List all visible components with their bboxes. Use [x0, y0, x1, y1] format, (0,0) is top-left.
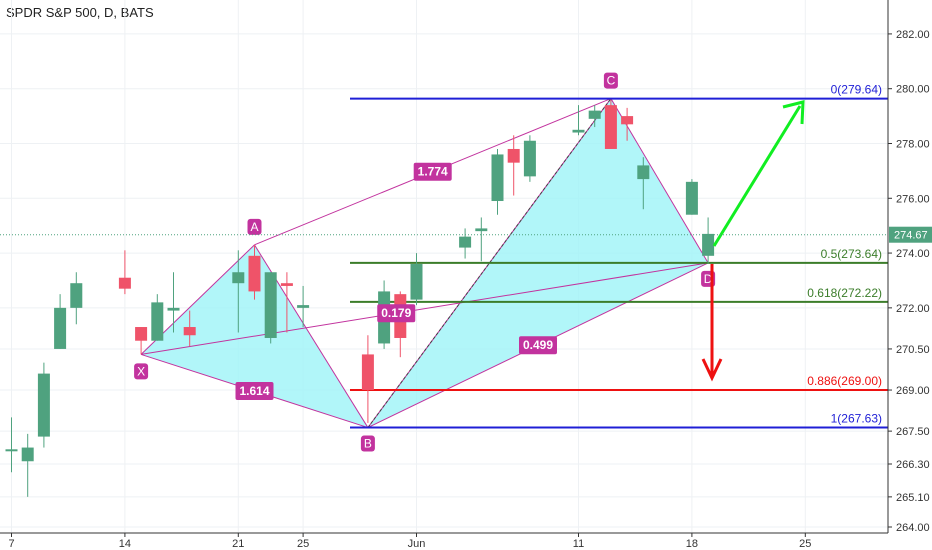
y-tick-label: 278.00: [896, 138, 930, 150]
candle-body: [637, 165, 650, 180]
candle-body: [232, 272, 245, 284]
y-tick-label: 276.00: [896, 193, 930, 205]
x-tick-label: 25: [799, 538, 811, 550]
fib-level-label: 1(267.63): [831, 412, 882, 426]
x-tick-label: 18: [686, 538, 698, 550]
candle-body: [70, 283, 83, 308]
fib-level-label: 0(279.64): [831, 83, 882, 97]
point-badge: [134, 363, 149, 380]
y-tick-label: 269.00: [896, 385, 930, 397]
point-label-d: D: [704, 272, 713, 286]
chart-title: SPDR S&P 500, D, BATS: [6, 5, 154, 20]
y-tick-label: 274.00: [896, 248, 930, 260]
ratio-badge: [519, 336, 557, 355]
fib-level-label: 0.618(272.22): [807, 286, 882, 300]
candle-body: [410, 264, 423, 300]
x-tick-label: 21: [232, 538, 244, 550]
bullish-arrow: [712, 105, 802, 247]
point-badge: [247, 218, 262, 235]
candle-body: [280, 283, 293, 286]
candle-body: [459, 236, 472, 248]
x-tick-label: Jun: [408, 538, 426, 550]
y-tick-label: 267.50: [896, 426, 930, 438]
projection-arrows: [701, 100, 805, 382]
x-tick-label: 14: [119, 538, 131, 550]
candle-body: [54, 307, 67, 349]
ratio-label: 1.774: [418, 165, 448, 179]
bearish-arrow-head: [701, 358, 723, 382]
bullish-arrow-head: [782, 100, 805, 125]
candle-body: [21, 447, 34, 462]
candle-body: [702, 233, 715, 256]
x-tick-label: 7: [8, 538, 14, 550]
candle-body: [183, 327, 196, 336]
last-price-badge: [889, 226, 932, 243]
ratio-label: 0.499: [523, 338, 553, 352]
candle-body: [248, 255, 261, 292]
candle-body: [297, 305, 310, 308]
last-price-label: 274.67: [894, 230, 928, 242]
y-tick-label: 282.00: [896, 29, 930, 41]
candle-body: [361, 354, 374, 391]
point-badge: [603, 72, 618, 89]
pattern-ratios: 1.774 1.614 0.179 0.499: [235, 162, 557, 400]
candle-body: [588, 110, 601, 119]
y-tick-label: 264.00: [896, 522, 930, 534]
ratio-label: 1.614: [239, 384, 269, 398]
candle-body: [135, 327, 148, 341]
point-label-a: A: [250, 220, 258, 234]
candle-body: [507, 148, 520, 163]
grid-lines: [0, 0, 888, 533]
ratio-badge: [413, 162, 452, 181]
point-label-x: X: [137, 364, 145, 378]
pattern-line-bc-dashed: [367, 98, 612, 428]
y-tick-label: 270.50: [896, 344, 930, 356]
fib-level-label: 0.886(269.00): [807, 374, 882, 388]
point-label-c: C: [607, 74, 616, 88]
candle-body: [491, 154, 504, 202]
point-label-b: B: [364, 437, 372, 451]
ratio-badge: [235, 381, 274, 400]
fib-levels: 0(279.64) 0.5(273.64) 0.618(272.22) 0.886(2…: [350, 83, 888, 429]
candle-body: [118, 277, 131, 289]
candle-body: [37, 373, 50, 437]
y-tick-label: 265.10: [896, 492, 930, 504]
y-tick-label: 266.30: [896, 459, 930, 471]
candle-body: [264, 272, 277, 338]
candle-body: [604, 105, 617, 149]
ratio-badge: [377, 304, 416, 323]
ratio-label: 0.179: [381, 306, 411, 320]
candle-body: [5, 449, 18, 452]
candle-body: [475, 228, 488, 232]
y-tick-label: 280.00: [896, 84, 930, 96]
candlesticks: [5, 99, 715, 497]
candle-body: [572, 129, 585, 133]
candle-body: [685, 181, 698, 215]
point-badge: [360, 435, 375, 452]
fib-level-label: 0.5(273.64): [821, 247, 882, 261]
pattern-line-xd: [141, 262, 709, 355]
candle-body: [523, 140, 536, 177]
candle-body: [151, 302, 164, 341]
candle-body: [621, 116, 634, 125]
x-tick-label: 11: [573, 538, 584, 550]
x-tick-label: 25: [297, 538, 309, 550]
y-tick-label: 272.00: [896, 303, 930, 315]
candle-body: [167, 307, 180, 311]
